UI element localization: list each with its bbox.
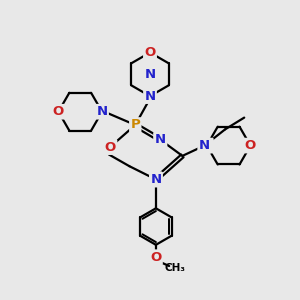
Text: N: N	[155, 133, 166, 146]
Text: O: O	[150, 251, 161, 264]
Text: N: N	[150, 173, 161, 186]
Text: O: O	[53, 105, 64, 118]
Text: O: O	[105, 141, 116, 154]
Text: N: N	[97, 105, 108, 118]
Text: N: N	[144, 90, 156, 103]
Text: N: N	[199, 139, 210, 152]
Text: O: O	[144, 46, 156, 59]
Text: O: O	[105, 141, 116, 154]
Text: CH₃: CH₃	[164, 263, 185, 273]
Text: N: N	[155, 133, 166, 146]
Text: P: P	[130, 118, 140, 131]
Text: N: N	[150, 173, 161, 186]
Text: N: N	[201, 139, 212, 152]
Text: N: N	[144, 68, 156, 81]
Text: O: O	[245, 139, 256, 152]
Text: N: N	[199, 139, 210, 152]
